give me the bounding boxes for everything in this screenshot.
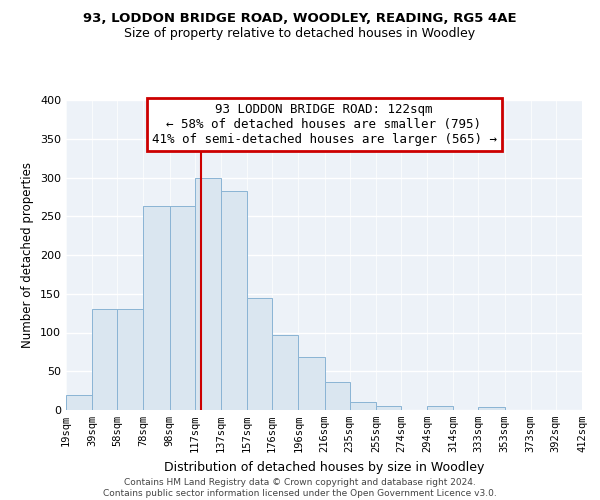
Bar (143, 206, 170, 410)
Text: Size of property relative to detached houses in Woodley: Size of property relative to detached ho… (124, 28, 476, 40)
Bar (350, 402, 376, 410)
Bar (427, 406, 454, 410)
Bar (325, 382, 350, 410)
Bar (298, 358, 325, 410)
Text: Contains HM Land Registry data © Crown copyright and database right 2024.
Contai: Contains HM Land Registry data © Crown c… (103, 478, 497, 498)
Text: 93, LODDON BRIDGE ROAD, WOODLEY, READING, RG5 4AE: 93, LODDON BRIDGE ROAD, WOODLEY, READING… (83, 12, 517, 26)
Bar (221, 190, 247, 410)
Bar (478, 407, 505, 410)
Bar (247, 298, 272, 410)
X-axis label: Distribution of detached houses by size in Woodley: Distribution of detached houses by size … (164, 460, 484, 473)
Bar (194, 178, 221, 410)
Bar (92, 309, 117, 410)
Bar (376, 406, 401, 410)
Text: 93 LODDON BRIDGE ROAD: 122sqm
← 58% of detached houses are smaller (795)
41% of : 93 LODDON BRIDGE ROAD: 122sqm ← 58% of d… (151, 103, 497, 146)
Bar (170, 206, 194, 410)
Bar (66, 394, 92, 410)
Y-axis label: Number of detached properties: Number of detached properties (22, 162, 34, 348)
Bar (272, 335, 298, 410)
Bar (117, 309, 143, 410)
